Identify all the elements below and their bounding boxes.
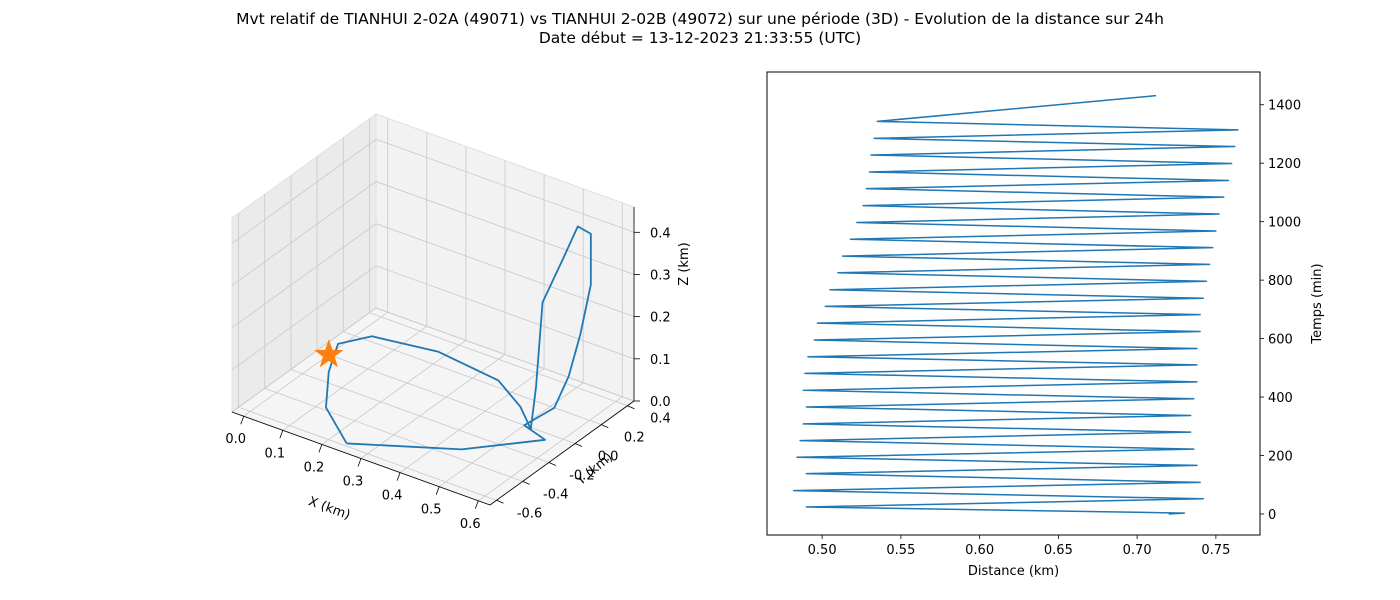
- x-tick: [435, 486, 440, 495]
- y-tick: [627, 405, 635, 410]
- x-tick: [279, 430, 284, 439]
- y-axis-line: [489, 400, 635, 506]
- y-tick-label: -0.4: [543, 487, 568, 502]
- y-tick-label: 1200: [1268, 157, 1301, 172]
- x-tick-label: 0.5: [421, 503, 442, 518]
- x-tick: [396, 472, 401, 481]
- y-tick-label: 0.4: [650, 412, 671, 427]
- z-tick-label: 0.0: [650, 395, 671, 410]
- y-tick-label: 0.2: [624, 431, 645, 446]
- y-tick-label: 0: [1268, 508, 1276, 523]
- start-star-marker: [314, 339, 344, 368]
- y-tick-label: -0.2: [569, 468, 594, 483]
- z-axis-label: Z (km): [677, 242, 692, 285]
- gridline-z: [231, 138, 635, 244]
- x-tick-label: 0.60: [965, 543, 994, 558]
- x-axis-label: Distance (km): [968, 564, 1059, 579]
- y-axis-label: Temps (min): [1310, 263, 1325, 344]
- x-tick: [240, 416, 245, 425]
- y-tick-label: -0.6: [517, 506, 542, 521]
- x-tick-label: 0.75: [1201, 543, 1230, 558]
- gridline-z: [231, 265, 635, 371]
- x-tick-label: 0.1: [264, 446, 285, 461]
- x-tick-label: 0.3: [343, 475, 364, 490]
- y-tick-label: 400: [1268, 391, 1293, 406]
- plot-3d-relative-motion: 0.0 0.1 0.2 0.3 0.4 0.5 0.6 -0.6-0.4-0.2 0.0 0.2 0…: [225, 113, 692, 532]
- chart-title: Mvt relatif de TIANHUI 2-02A (49071) vs …: [236, 10, 1164, 28]
- x-tick-label: 0.4: [382, 489, 403, 504]
- y-tick: [496, 499, 504, 504]
- z-tick-label: 0.4: [650, 226, 671, 241]
- gridline-z: [231, 307, 635, 413]
- x-tick-label: 0.0: [225, 432, 246, 447]
- gridline-z: [231, 223, 635, 328]
- x-tick-label: 0.2: [304, 460, 325, 475]
- y-tick: [522, 480, 530, 485]
- z-tick-label: 0.3: [650, 268, 671, 283]
- gridline-z: [231, 181, 635, 286]
- distance-series-line: [793, 94, 1239, 515]
- y-tick-label: 1400: [1268, 99, 1301, 114]
- x-tick: [357, 458, 362, 467]
- y-tick: [574, 443, 583, 447]
- chart-subtitle: Date début = 13-12-2023 21:33:55 (UTC): [538, 29, 862, 47]
- y-tick-label: 200: [1268, 449, 1293, 464]
- y-tick-label: 800: [1268, 274, 1293, 289]
- plot-frame: [766, 71, 1261, 536]
- x-tick-label: 0.65: [1044, 543, 1073, 558]
- y-tick-label: 600: [1268, 333, 1293, 348]
- y-tick-label: 1000: [1268, 216, 1301, 231]
- x-tick-label: 0.70: [1123, 543, 1152, 558]
- x-tick: [318, 444, 323, 453]
- z-tick-label: 0.2: [650, 311, 671, 326]
- z-tick-label: 0.1: [650, 353, 671, 368]
- y-tick: [601, 424, 609, 429]
- y-tick: [548, 462, 557, 466]
- y-tick-label: 0.0: [598, 450, 619, 465]
- x-tick-label: 0.6: [460, 517, 481, 532]
- trajectory-line: [325, 225, 592, 451]
- x-tick: [474, 500, 479, 509]
- x-tick-label: 0.50: [808, 543, 837, 558]
- x-tick-label: 0.55: [886, 543, 915, 558]
